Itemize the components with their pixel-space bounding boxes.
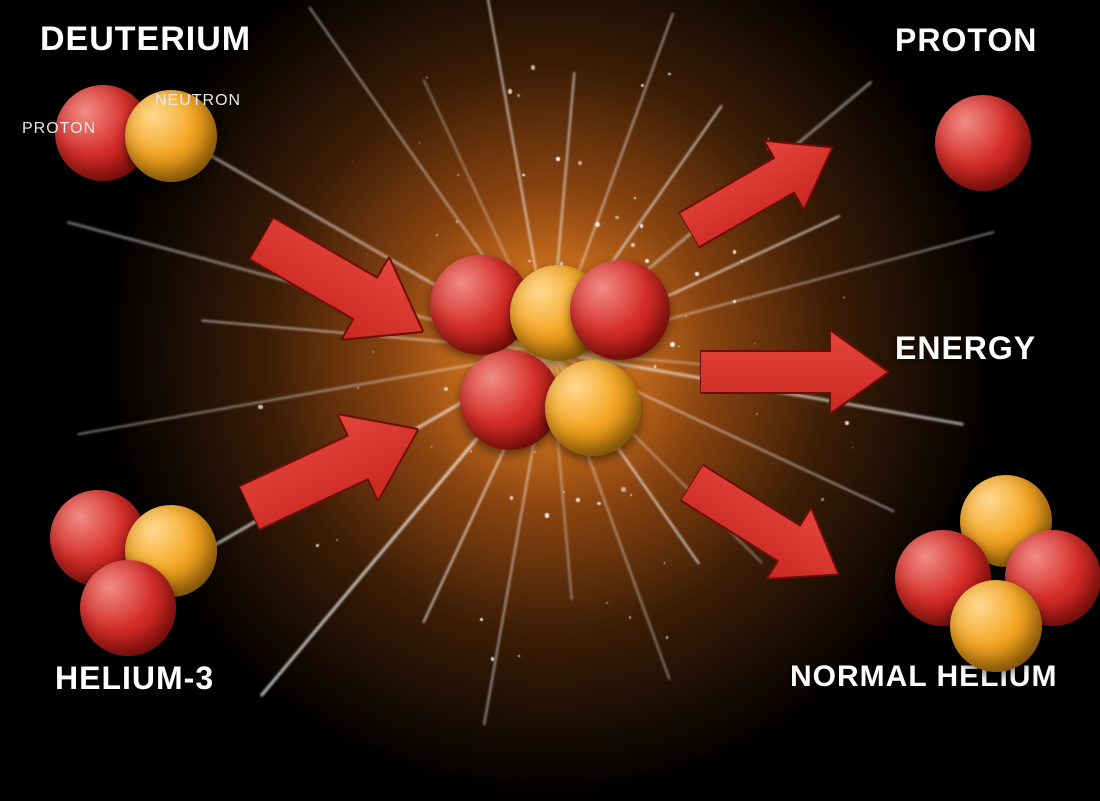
spark [615,216,619,220]
spark [556,157,559,160]
spark [444,387,448,391]
proton-particle [935,95,1031,191]
spark [456,221,457,222]
sublabel-neutron: NEUTRON [155,92,241,110]
spark [634,197,636,199]
spark [670,342,675,347]
label-energy: ENERGY [895,330,1036,367]
label-deuterium: DEUTERIUM [40,20,251,59]
spark [645,259,649,263]
spark [336,539,338,541]
proton-particle [570,260,670,360]
spark [531,65,536,70]
spark [597,502,600,505]
neutron-particle [545,360,641,456]
spark [666,636,668,638]
spark [654,365,656,367]
spark [595,222,600,227]
spark [528,260,530,262]
spark [480,618,482,620]
spark [678,346,679,347]
spark [621,487,626,492]
label-helium3: HELIUM-3 [55,660,214,697]
proton-particle [80,560,176,656]
sublabel-proton: PROTON [22,120,96,138]
spark [510,496,513,499]
spark [668,73,671,76]
spark [522,174,524,176]
spark [563,491,565,493]
spark [843,297,844,298]
spark [517,94,520,97]
label-proton: PROTON [895,22,1037,59]
spark [821,498,824,501]
spark [491,657,494,660]
spark [508,89,513,94]
spark [545,513,549,517]
spark [640,224,643,227]
spark [457,174,459,176]
spark [426,77,427,78]
spark [685,316,686,317]
neutron-particle [950,580,1042,672]
spark [576,498,579,501]
spark [431,446,432,447]
arrow-icon [700,330,889,419]
spark [845,421,849,425]
